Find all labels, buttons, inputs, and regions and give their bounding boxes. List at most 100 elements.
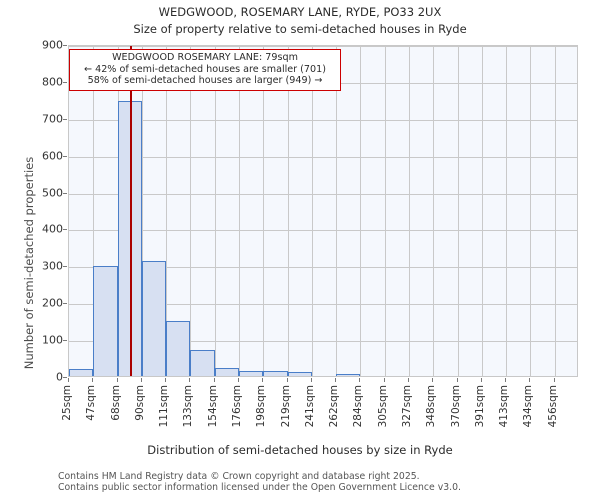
bar <box>69 368 94 376</box>
gridline-horizontal <box>69 230 577 232</box>
y-tick-label: 100 <box>42 333 63 347</box>
gridline-vertical <box>190 46 192 376</box>
x-tick-label: 413sqm <box>498 385 511 428</box>
gridline-horizontal <box>69 267 577 269</box>
y-tick-label: 0 <box>56 370 63 384</box>
y-tick-mark <box>63 340 67 342</box>
gridline-vertical <box>93 46 95 376</box>
gridline-horizontal <box>69 341 577 343</box>
x-tick-mark <box>213 378 215 382</box>
bar <box>336 374 361 376</box>
x-tick-mark <box>480 378 482 382</box>
x-tick-mark <box>335 378 337 382</box>
footer-line-1: Contains HM Land Registry data © Crown c… <box>58 471 420 482</box>
x-tick-label: 348sqm <box>425 385 438 428</box>
x-tick-mark <box>408 378 409 382</box>
x-tick-mark <box>505 378 507 382</box>
y-tick-label: 600 <box>42 149 63 163</box>
gridline-horizontal <box>69 304 577 306</box>
x-tick-mark <box>383 378 385 382</box>
x-tick-mark <box>140 378 142 382</box>
y-tick-mark <box>63 192 67 194</box>
footer-line-2: Contains public sector information licen… <box>58 482 461 493</box>
y-tick-mark <box>63 45 67 46</box>
x-tick-label: 68sqm <box>109 385 122 421</box>
x-tick-label: 262sqm <box>328 385 341 428</box>
x-tick-label: 47sqm <box>85 385 98 421</box>
x-tick-mark <box>359 378 361 382</box>
gridline-vertical <box>141 46 143 376</box>
x-tick-mark <box>116 378 118 382</box>
bar <box>239 371 264 376</box>
y-tick-mark <box>63 229 67 231</box>
property-size-marker-line <box>129 46 132 376</box>
x-tick-label: 90sqm <box>133 385 146 421</box>
bar <box>166 321 191 376</box>
gridline-vertical <box>506 46 508 376</box>
y-tick-label: 700 <box>42 112 63 126</box>
y-tick-mark <box>63 81 67 83</box>
x-tick-label: 25sqm <box>61 385 73 421</box>
gridline-horizontal <box>69 193 577 195</box>
y-tick-label: 400 <box>42 222 63 236</box>
gridline-vertical <box>263 46 265 376</box>
x-tick-label: 434sqm <box>522 385 535 428</box>
x-tick-label: 133sqm <box>182 385 195 428</box>
y-tick-label: 300 <box>42 259 63 273</box>
gridline-vertical <box>481 46 483 376</box>
x-tick-mark <box>286 378 288 382</box>
x-tick-label: 241sqm <box>303 385 316 428</box>
annotation-line-property: WEDGWOOD ROSEMARY LANE: 79sqm <box>112 52 298 63</box>
x-tick-label: 327sqm <box>401 385 413 428</box>
x-tick-label: 305sqm <box>376 385 389 428</box>
annotation-callout: WEDGWOOD ROSEMARY LANE: 79sqm ← 42% of s… <box>69 49 341 91</box>
gridline-vertical <box>384 46 386 376</box>
gridline-horizontal <box>69 156 577 158</box>
y-tick-mark <box>63 266 67 268</box>
x-tick-mark <box>68 378 69 382</box>
gridline-vertical <box>360 46 362 376</box>
x-tick-label: 111sqm <box>158 385 171 428</box>
y-tick-mark <box>63 118 67 120</box>
gridline-vertical <box>554 46 556 376</box>
x-tick-mark <box>92 378 94 382</box>
gridline-vertical <box>287 46 289 376</box>
x-tick-mark <box>165 378 167 382</box>
annotation-line-larger: 58% of semi-detached houses are larger (… <box>87 75 323 86</box>
x-tick-label: 219sqm <box>279 385 292 428</box>
x-tick-mark <box>553 378 555 382</box>
footer-attribution: Contains HM Land Registry data © Crown c… <box>58 471 598 493</box>
y-tick-mark <box>63 303 67 305</box>
gridline-horizontal <box>69 119 577 121</box>
y-tick-mark <box>63 155 67 157</box>
bar <box>263 371 288 376</box>
y-tick-label: 200 <box>42 296 63 310</box>
x-tick-label: 391sqm <box>473 385 486 428</box>
gridline-vertical <box>214 46 216 376</box>
x-tick-mark <box>529 378 531 382</box>
gridline-vertical <box>433 46 435 376</box>
x-tick-label: 176sqm <box>231 385 243 428</box>
gridline-vertical <box>530 46 532 376</box>
x-tick-label: 284sqm <box>352 385 365 428</box>
gridline-vertical <box>336 46 338 376</box>
bar <box>190 349 215 376</box>
marker-layer <box>69 46 577 376</box>
bar <box>287 372 312 376</box>
x-tick-mark <box>262 378 264 382</box>
y-axis: Number of semi-detached properties 0 100 2… <box>0 40 67 383</box>
bar <box>141 260 167 376</box>
annotation-line-smaller: ← 42% of semi-detached houses are smalle… <box>84 63 326 75</box>
plot-area <box>68 45 578 377</box>
bar <box>214 367 239 376</box>
y-tick-label: 800 <box>42 75 63 89</box>
x-tick-label: 198sqm <box>255 385 268 428</box>
x-tick-mark <box>189 378 191 382</box>
x-tick-mark <box>432 378 434 382</box>
x-tick-mark <box>456 378 458 382</box>
x-tick-label: 154sqm <box>206 385 219 428</box>
x-tick-mark <box>310 378 312 382</box>
gridline-vertical <box>166 46 168 376</box>
gridline-vertical <box>239 46 240 376</box>
chart-subtitle: Size of property relative to semi-detach… <box>133 22 467 36</box>
